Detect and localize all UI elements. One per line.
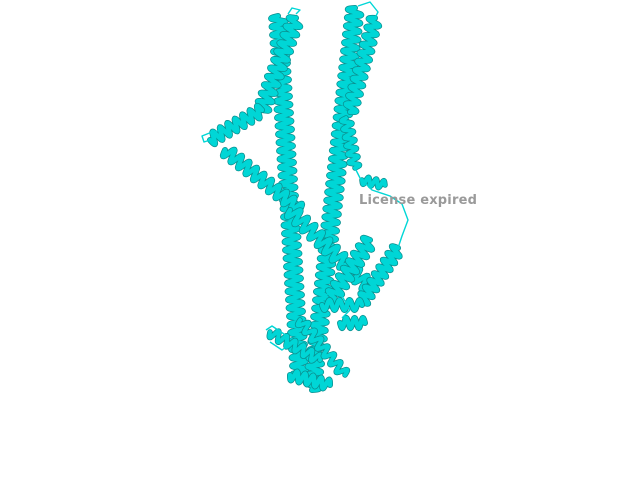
coil-left-tip xyxy=(201,129,223,143)
coil-bundle-linker xyxy=(319,291,351,319)
helix-small-right xyxy=(359,174,388,191)
helix-upper-left-b xyxy=(254,14,304,114)
helix-bundle-a xyxy=(324,234,376,306)
helix-domain-a xyxy=(266,328,324,364)
helix-arm-left xyxy=(207,102,265,148)
helix-diagonal-left xyxy=(219,146,306,214)
license-watermark: License expired xyxy=(359,193,478,208)
helix-domain-b xyxy=(294,317,351,378)
coil-top-right xyxy=(357,1,379,19)
helix-bundle-b xyxy=(357,243,403,307)
helix-bundle-c xyxy=(319,297,365,313)
coil-top-left xyxy=(287,7,301,15)
helix-domain-base xyxy=(287,368,333,392)
coil-right-linker xyxy=(354,167,409,249)
helix-upper-right xyxy=(342,14,383,116)
helix-bundle-d xyxy=(337,315,368,331)
helix-short-right xyxy=(338,115,363,171)
coil-domain-left xyxy=(265,325,291,351)
